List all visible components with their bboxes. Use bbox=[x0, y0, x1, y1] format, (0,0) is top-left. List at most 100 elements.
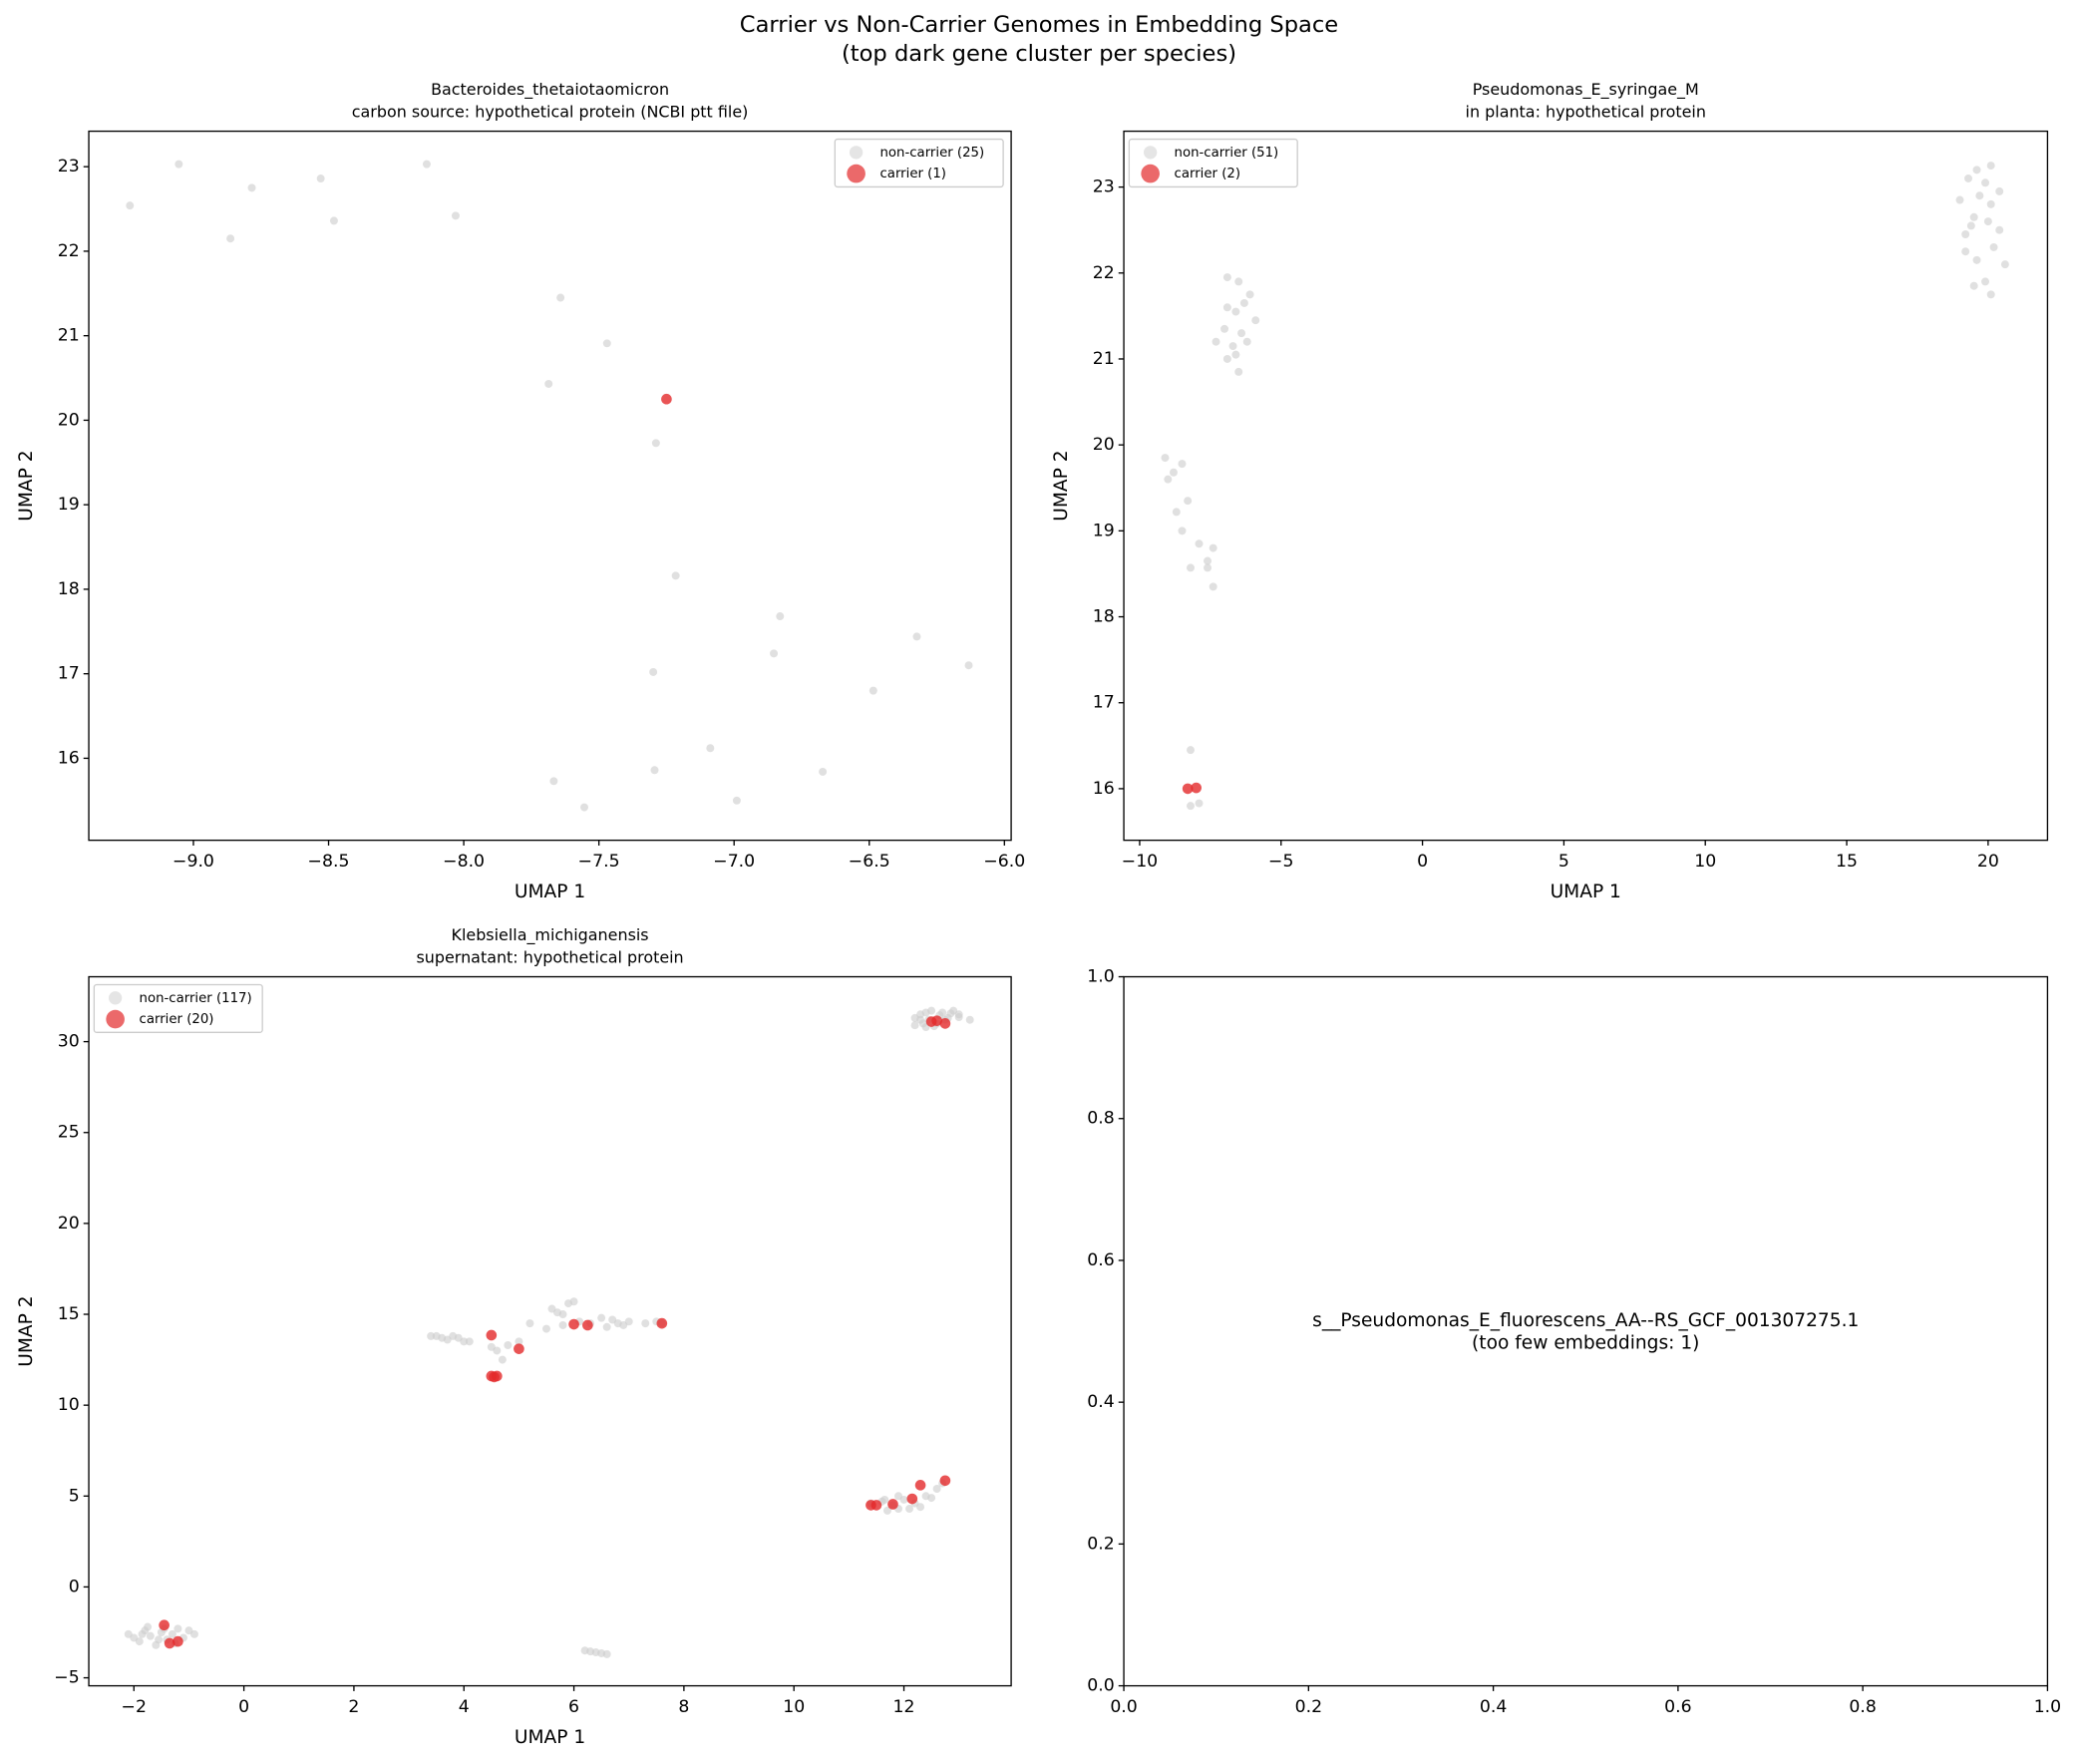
non-carrier-point bbox=[1972, 166, 1981, 175]
non-carrier-point bbox=[927, 1494, 936, 1503]
non-carrier-point bbox=[1995, 186, 2004, 195]
y-tick-label: 20 bbox=[58, 410, 80, 430]
non-carrier-point bbox=[168, 1629, 176, 1638]
non-carrier-point bbox=[1251, 316, 1260, 325]
non-carrier-point bbox=[1222, 303, 1231, 312]
y-tick-label: 19 bbox=[58, 495, 80, 515]
non-carrier-point bbox=[174, 160, 183, 169]
carrier-point bbox=[514, 1343, 524, 1354]
non-carrier-point bbox=[927, 1006, 936, 1015]
non-carrier-point bbox=[905, 1505, 914, 1514]
non-carrier-point bbox=[1172, 508, 1181, 517]
non-carrier-point bbox=[602, 339, 611, 348]
x-tick-label: 4 bbox=[459, 1697, 470, 1717]
x-tick-label: −5 bbox=[1268, 852, 1293, 872]
x-tick-label: 10 bbox=[783, 1697, 805, 1717]
legend-marker bbox=[849, 146, 864, 160]
subplot: 0.0 0.2 0.4 0.6 0.8 1.0 0.0 0.2 0.4 0.6 0.8 1.0 s__P… bbox=[1087, 967, 2061, 1717]
non-carrier-point bbox=[1222, 354, 1231, 363]
non-carrier-point bbox=[465, 1337, 474, 1346]
y-tick-label: 17 bbox=[1093, 693, 1115, 713]
non-carrier-point bbox=[427, 1331, 436, 1340]
annotation: s__Pseudomonas_E_fluorescens_AA--RS_GCF_… bbox=[1312, 1310, 1859, 1331]
legend-marker bbox=[847, 164, 866, 183]
x-tick-label: 2 bbox=[348, 1697, 359, 1717]
non-carrier-point bbox=[1231, 350, 1240, 359]
x-tick-label: 12 bbox=[893, 1697, 915, 1717]
legend-label: non-carrier (25) bbox=[880, 146, 985, 161]
non-carrier-point bbox=[1169, 468, 1178, 477]
y-tick-label: 20 bbox=[58, 1214, 80, 1234]
figure-title: (top dark gene cluster per species) bbox=[842, 41, 1236, 67]
y-tick-label: 19 bbox=[1093, 521, 1115, 540]
non-carrier-point bbox=[1986, 199, 1995, 208]
x-tick-label: 0.0 bbox=[1110, 1697, 1137, 1717]
carrier-point bbox=[1182, 783, 1194, 795]
non-carrier-point bbox=[525, 1319, 534, 1328]
x-tick-label: −8.0 bbox=[443, 852, 485, 872]
non-carrier-point bbox=[138, 1629, 147, 1638]
non-carrier-point bbox=[706, 744, 715, 753]
non-carrier-point bbox=[1212, 337, 1220, 346]
non-carrier-point bbox=[1961, 230, 1970, 238]
non-carrier-point bbox=[1234, 367, 1243, 376]
non-carrier-point bbox=[602, 1649, 611, 1658]
non-carrier-point bbox=[247, 183, 256, 192]
non-carrier-point bbox=[1220, 324, 1229, 333]
non-carrier-point bbox=[602, 1322, 611, 1331]
y-tick-label: 16 bbox=[1093, 779, 1115, 799]
non-carrier-point bbox=[1961, 247, 1970, 256]
x-tick-label: −7.5 bbox=[578, 852, 620, 872]
non-carrier-point bbox=[916, 1503, 925, 1512]
x-tick-label: 10 bbox=[1694, 852, 1716, 872]
carrier-point bbox=[173, 1635, 183, 1647]
non-carrier-point bbox=[1161, 454, 1170, 463]
non-carrier-point bbox=[1204, 563, 1212, 572]
non-carrier-point bbox=[564, 1299, 573, 1308]
non-carrier-point bbox=[541, 1324, 550, 1333]
non-carrier-point bbox=[173, 1624, 182, 1633]
legend-marker bbox=[1143, 146, 1158, 160]
non-carrier-point bbox=[1981, 178, 1990, 187]
x-tick-label: −7.0 bbox=[713, 852, 755, 872]
non-carrier-point bbox=[954, 1013, 963, 1021]
x-tick-label: 6 bbox=[568, 1697, 579, 1717]
non-carrier-point bbox=[558, 1320, 567, 1329]
carrier-point bbox=[887, 1499, 898, 1510]
y-tick-label: 15 bbox=[58, 1304, 80, 1324]
y-tick-label: 0.2 bbox=[1087, 1534, 1114, 1554]
carrier-point bbox=[489, 1371, 500, 1383]
non-carrier-point bbox=[558, 1310, 567, 1319]
subplot: −9.0 −8.5 −8.0 −7.5 −7.0 −6.5 −6.0 16 17 18 19 20 21… bbox=[16, 80, 1025, 902]
legend-marker bbox=[1141, 164, 1160, 183]
non-carrier-point bbox=[504, 1341, 513, 1349]
non-carrier-point bbox=[916, 1015, 925, 1024]
non-carrier-point bbox=[650, 766, 659, 775]
carrier-point bbox=[164, 1637, 175, 1649]
non-carrier-point bbox=[613, 1319, 622, 1328]
non-carrier-point bbox=[932, 1485, 941, 1493]
non-carrier-point bbox=[1234, 277, 1243, 286]
legend-box bbox=[1128, 138, 1298, 188]
carrier-point bbox=[568, 1318, 579, 1330]
y-tick-label: 5 bbox=[69, 1486, 80, 1506]
non-carrier-point bbox=[1986, 162, 1995, 171]
non-carrier-point bbox=[1178, 460, 1187, 469]
non-carrier-point bbox=[651, 439, 660, 448]
carrier-point bbox=[906, 1493, 918, 1505]
y-tick-label: 0.4 bbox=[1087, 1392, 1114, 1412]
non-carrier-point bbox=[641, 1319, 650, 1328]
y-axis-label: UMAP 2 bbox=[1051, 450, 1072, 521]
subplot-title: Klebsiella_michiganensis bbox=[452, 925, 649, 945]
non-carrier-point bbox=[422, 160, 431, 169]
y-tick-label: 0.0 bbox=[1087, 1676, 1114, 1696]
subplot-title: carbon source: hypothetical protein (NCB… bbox=[352, 102, 749, 121]
non-carrier-point bbox=[770, 649, 779, 658]
legend-marker bbox=[108, 991, 123, 1005]
non-carrier-point bbox=[819, 767, 828, 776]
y-tick-label: 22 bbox=[58, 241, 80, 261]
non-carrier-point bbox=[1195, 539, 1204, 548]
non-carrier-point bbox=[549, 777, 558, 786]
y-tick-label: 18 bbox=[1093, 607, 1115, 627]
